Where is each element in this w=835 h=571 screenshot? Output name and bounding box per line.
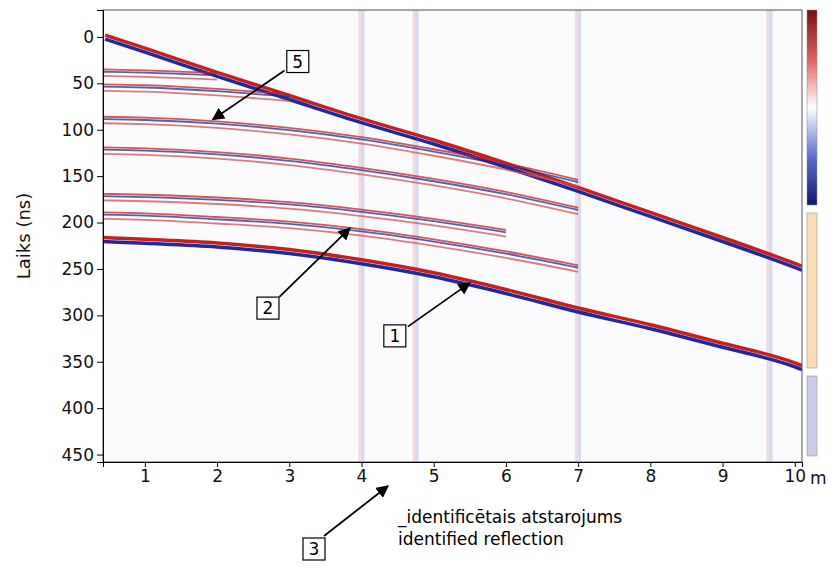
artifact-blue — [578, 10, 581, 462]
annotation-frame — [384, 325, 406, 347]
x-tick: 10 — [784, 462, 806, 486]
y-tick-label: 200 — [62, 212, 94, 232]
annotation-label: 1 — [389, 326, 400, 346]
artifact-blue — [770, 10, 773, 462]
annotation-arrow — [408, 283, 470, 327]
y-axis: 0 50 100 150 200 250 300 350 400 450 — [62, 11, 104, 465]
y-tick-label: 350 — [62, 352, 94, 372]
x-tick-label: 5 — [429, 466, 440, 486]
annotation-frame — [287, 51, 309, 73]
x-tick-label: 4 — [357, 466, 368, 486]
x-tick: 2 — [212, 462, 223, 486]
x-tick-label: 8 — [645, 466, 656, 486]
x-axis-line — [104, 463, 803, 468]
plot-frame — [103, 10, 802, 462]
x-tick: 4 — [357, 462, 368, 486]
y-tick-mark — [97, 83, 103, 84]
reflection-blue — [103, 72, 217, 76]
y-tick-mark — [97, 362, 103, 363]
y-tick-label: 400 — [62, 398, 94, 418]
reflection-red — [103, 194, 506, 230]
reflection-blue — [103, 215, 578, 268]
y-tick: 350 — [62, 352, 103, 372]
y-tick-label: 100 — [62, 120, 94, 140]
y-tick-mark — [97, 223, 103, 224]
y-tick-mark — [97, 455, 103, 456]
y-axis-line — [97, 11, 104, 463]
note-text: _identificētais atstarojums — [397, 507, 622, 528]
marks — [103, 10, 802, 462]
annotation-box: 5 — [287, 51, 309, 73]
plot-background — [103, 10, 802, 462]
annotation-box: 2 — [257, 297, 279, 319]
y-tick-mark — [97, 269, 103, 270]
y-tick-label: 150 — [62, 166, 94, 186]
y-tick-label: 450 — [62, 445, 94, 465]
y-tick-label: 300 — [62, 305, 94, 325]
x-tick-label: 10 — [784, 466, 806, 486]
y-tick-mark — [97, 408, 103, 409]
y-tick: 150 — [62, 166, 103, 186]
artifact-red — [575, 10, 578, 462]
annotation-box: 1 — [384, 325, 406, 347]
y-tick-label: 250 — [62, 259, 94, 279]
y-tick: 200 — [62, 212, 103, 232]
y-tick: 450 — [62, 445, 103, 465]
x-axis: 1 2 3 4 5 6 7 8 9 10 — [104, 462, 807, 486]
x-tick: 6 — [501, 462, 512, 486]
reflection-red-echo — [103, 123, 578, 186]
artifact — [767, 10, 773, 462]
annotation-frame — [303, 538, 325, 560]
x-tick: 8 — [645, 462, 656, 486]
y-tick-mark — [97, 37, 103, 38]
y-tick: 400 — [62, 398, 103, 418]
annotation-label: 3 — [309, 539, 320, 559]
x-tick: 9 — [718, 462, 729, 486]
note-text: identified reflection — [398, 529, 564, 549]
annotation-box: 3 — [303, 538, 325, 560]
x-tick: 7 — [573, 462, 584, 486]
y-axis-title: Laiks (ns) — [13, 193, 34, 279]
x-tick: 5 — [429, 462, 440, 486]
reflection-red — [103, 237, 802, 365]
annotation-label: 2 — [263, 298, 274, 318]
y-tick: 50 — [72, 73, 103, 93]
reflection-red-echo — [103, 219, 578, 272]
y-tick-label: 50 — [72, 73, 94, 93]
y-tick-mark — [97, 130, 103, 131]
reflection-blue — [103, 241, 802, 369]
annotation-arrow — [213, 71, 285, 120]
x-axis-title: m — [810, 468, 827, 488]
reflection-blue — [103, 119, 578, 182]
reflection-red-echo — [103, 76, 217, 80]
y-tick-label: 0 — [83, 27, 94, 47]
y-tick: 0 — [83, 27, 103, 47]
reflection-red-echo — [103, 91, 289, 101]
reflection-blue — [103, 150, 578, 210]
x-tick-label: 9 — [718, 466, 729, 486]
y-tick: 250 — [62, 259, 103, 279]
side-panel — [807, 376, 817, 456]
annotation-frame — [257, 297, 279, 319]
color-bar — [807, 10, 817, 205]
x-tick-label: 6 — [501, 466, 512, 486]
x-tick: 3 — [284, 462, 295, 486]
annotation-arrow — [324, 486, 388, 536]
x-tick: 1 — [140, 462, 151, 486]
y-tick: 100 — [62, 120, 103, 140]
y-tick: 300 — [62, 305, 103, 325]
annotation-arrow — [279, 228, 350, 297]
x-tick-label: 1 — [140, 466, 151, 486]
side-panel — [807, 213, 817, 368]
reflection-red-echo — [103, 200, 506, 236]
annotation-label: 5 — [292, 52, 303, 72]
artifact-red — [767, 10, 770, 462]
x-tick-label: 2 — [212, 466, 223, 486]
x-tick-label: 3 — [284, 466, 295, 486]
x-tick-label: 7 — [573, 466, 584, 486]
y-tick-mark — [97, 176, 103, 177]
y-tick-mark — [97, 315, 103, 316]
artifact — [575, 10, 581, 462]
chart: 0 50 100 150 200 250 300 350 400 450 1 2 3 4 5 6 7 8 9 10m L… — [0, 0, 835, 571]
